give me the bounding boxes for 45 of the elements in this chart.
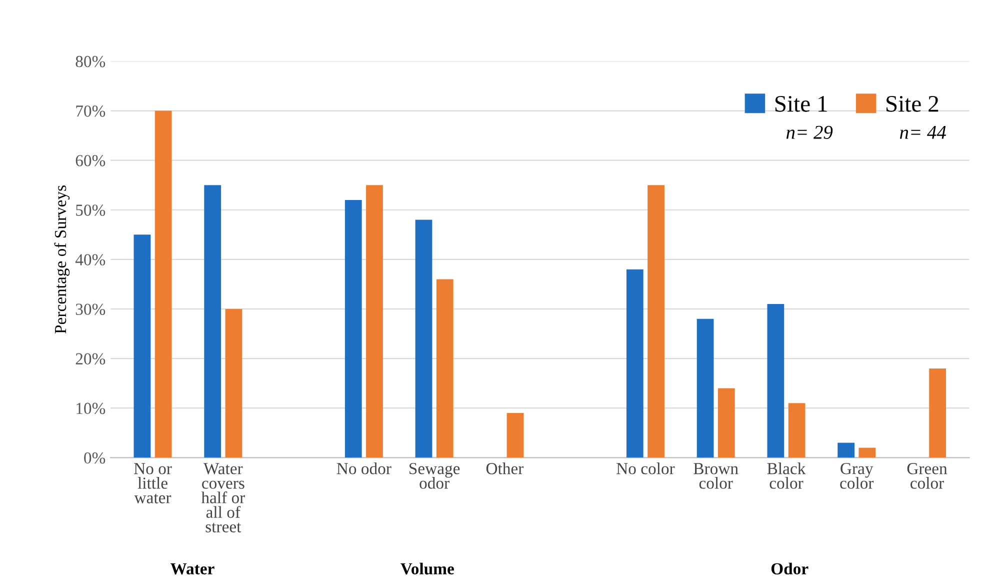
y-tick-label: 40% xyxy=(75,254,106,266)
x-tick-label: Green color xyxy=(907,463,948,489)
legend-label: Site 2 xyxy=(886,96,938,112)
bar xyxy=(415,220,432,458)
x-tick-label: No odor xyxy=(336,462,392,474)
bar xyxy=(929,368,946,458)
bar xyxy=(204,185,222,458)
x-tick-label: Black color xyxy=(767,462,806,489)
y-tick-label: 10% xyxy=(76,402,106,414)
bar xyxy=(366,185,383,458)
y-tick-label: 80% xyxy=(76,56,106,68)
bar xyxy=(696,318,714,458)
x-tick-label: Gray color xyxy=(840,463,874,489)
x-tick-label: Other xyxy=(486,462,524,474)
text: Water xyxy=(170,563,214,575)
bar xyxy=(436,279,454,458)
bar xyxy=(344,200,362,458)
y-tick-label: 0% xyxy=(84,452,106,464)
bar xyxy=(154,110,172,458)
bar xyxy=(506,413,524,458)
y-tick-label: 60% xyxy=(76,155,106,166)
bar xyxy=(767,304,784,458)
annotation: n= 29 xyxy=(786,126,833,139)
x-tick-label: No or little water xyxy=(134,463,172,504)
bar xyxy=(626,269,644,458)
x-tick-label: Water covers half or all of street xyxy=(201,463,245,532)
x-tick-label: Sewage odor xyxy=(410,463,460,489)
y-tick-label: 20% xyxy=(76,353,106,365)
bar xyxy=(838,442,855,458)
y-tick-label: 30% xyxy=(76,304,106,315)
bar xyxy=(225,308,242,458)
bar xyxy=(134,234,151,458)
y-tick-label: 70% xyxy=(76,105,106,117)
y-tick-label: 50% xyxy=(76,204,106,216)
legend-label: Site 1 xyxy=(775,96,827,112)
x-tick-label: No color xyxy=(616,462,675,474)
bar xyxy=(648,185,664,458)
text: Volume xyxy=(400,562,454,575)
x-tick-label: Brown color xyxy=(694,463,738,489)
y-axis-title: Percentage of Surveys xyxy=(54,186,70,334)
bar xyxy=(788,403,806,458)
annotation: n= 44 xyxy=(900,126,946,139)
bar xyxy=(858,448,876,458)
text: Odor xyxy=(771,562,808,574)
bar xyxy=(718,388,735,458)
